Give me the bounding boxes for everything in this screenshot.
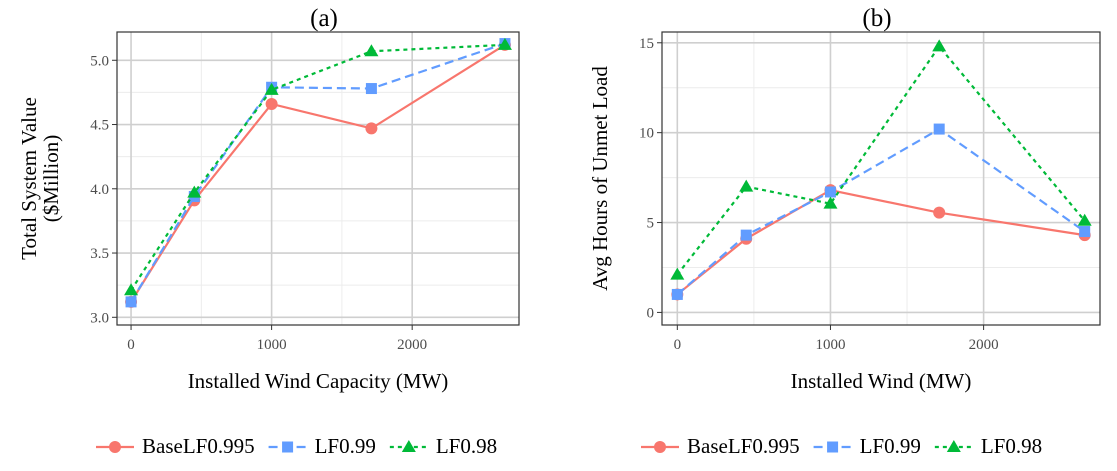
series-line-lf0-98 xyxy=(676,44,1086,276)
panel-title: (a) xyxy=(310,5,338,32)
point-lf0-98 xyxy=(670,267,685,280)
point-lf0-98 xyxy=(823,196,838,209)
plot-border xyxy=(116,31,520,326)
point-lf0-99 xyxy=(740,229,752,241)
series-line-baself0-995 xyxy=(676,189,1085,296)
point-lf0-98 xyxy=(932,39,947,52)
plot-border xyxy=(661,31,1101,326)
x-tick-label: 2000 xyxy=(397,337,427,353)
panel-b: 0 1000 2000 0 5 10 15 (b) Installed Wind (MW) Avg… xyxy=(588,5,1101,393)
x-tick-label: 2000 xyxy=(969,337,999,353)
y-tick-label: 4.5 xyxy=(90,118,109,134)
y-tick-label: 15 xyxy=(639,36,654,52)
y-axis-title: Total System Value xyxy=(17,97,41,260)
x-axis-title: Installed Wind Capacity (MW) xyxy=(188,369,449,393)
y-tick-label: 0 xyxy=(647,305,655,321)
point-lf0-98 xyxy=(739,179,754,192)
point-lf0-98 xyxy=(264,82,279,95)
x-tick-label: 0 xyxy=(127,337,135,353)
legend-label-lf0-98: LF0.98 xyxy=(981,434,1042,458)
point-baself0-995 xyxy=(933,206,946,219)
y-tick-label: 10 xyxy=(639,126,654,142)
legend-key-marker-lf0-99 xyxy=(827,441,839,453)
panel-a: 0 1000 2000 3.0 3.5 4.0 4.5 5.0 (a) Installed Win… xyxy=(17,5,520,393)
point-lf0-98 xyxy=(1077,213,1092,226)
point-lf0-99 xyxy=(1079,226,1091,238)
legend-label-lf0-99: LF0.99 xyxy=(315,434,376,458)
legend-label-baself0-995: BaseLF0.995 xyxy=(142,434,255,458)
y-axis-title: Avg Hours of Unmet Load xyxy=(588,66,612,291)
legend-key-marker-baself0-995 xyxy=(109,441,121,453)
y-tick-label: 5.0 xyxy=(90,53,109,69)
panel-title: (b) xyxy=(862,5,891,32)
point-lf0-99 xyxy=(824,186,836,198)
y-tick-label: 3.0 xyxy=(90,310,109,326)
legend-label-baself0-995: BaseLF0.995 xyxy=(687,434,800,458)
legend-label-lf0-98: LF0.98 xyxy=(436,434,497,458)
y-tick-label: 4.0 xyxy=(90,182,109,198)
point-lf0-99 xyxy=(933,123,945,135)
series-line-baself0-995 xyxy=(130,43,506,303)
point-lf0-99 xyxy=(671,288,683,300)
y-axis-title: ($Million) xyxy=(39,135,63,223)
x-tick-label: 1000 xyxy=(815,337,845,353)
y-tick-label: 3.5 xyxy=(90,246,109,262)
point-lf0-99 xyxy=(125,296,137,308)
point-lf0-99 xyxy=(365,83,377,95)
legend-a: BaseLF0.995 LF0.99 LF0.98 xyxy=(96,434,497,458)
point-baself0-995 xyxy=(365,122,378,135)
legend-key-marker-baself0-995 xyxy=(654,441,666,453)
legend-key-marker-lf0-98 xyxy=(401,440,416,452)
point-lf0-98 xyxy=(364,44,379,57)
point-lf0-98 xyxy=(187,185,202,198)
x-tick-label: 1000 xyxy=(257,337,287,353)
legend-key-marker-lf0-98 xyxy=(946,440,961,452)
legend-b: BaseLF0.995 LF0.99 LF0.98 xyxy=(641,434,1042,458)
point-lf0-98 xyxy=(124,283,139,296)
point-baself0-995 xyxy=(265,97,278,110)
y-tick-label: 5 xyxy=(647,216,655,232)
x-tick-label: 0 xyxy=(674,337,682,353)
point-lf0-98 xyxy=(497,37,512,50)
series-line-lf0-99 xyxy=(676,127,1086,296)
series-line-lf0-99 xyxy=(130,42,506,303)
legend-key-marker-lf0-99 xyxy=(282,441,294,453)
x-axis-title: Installed Wind (MW) xyxy=(791,369,972,393)
legend-label-lf0-99: LF0.99 xyxy=(860,434,921,458)
